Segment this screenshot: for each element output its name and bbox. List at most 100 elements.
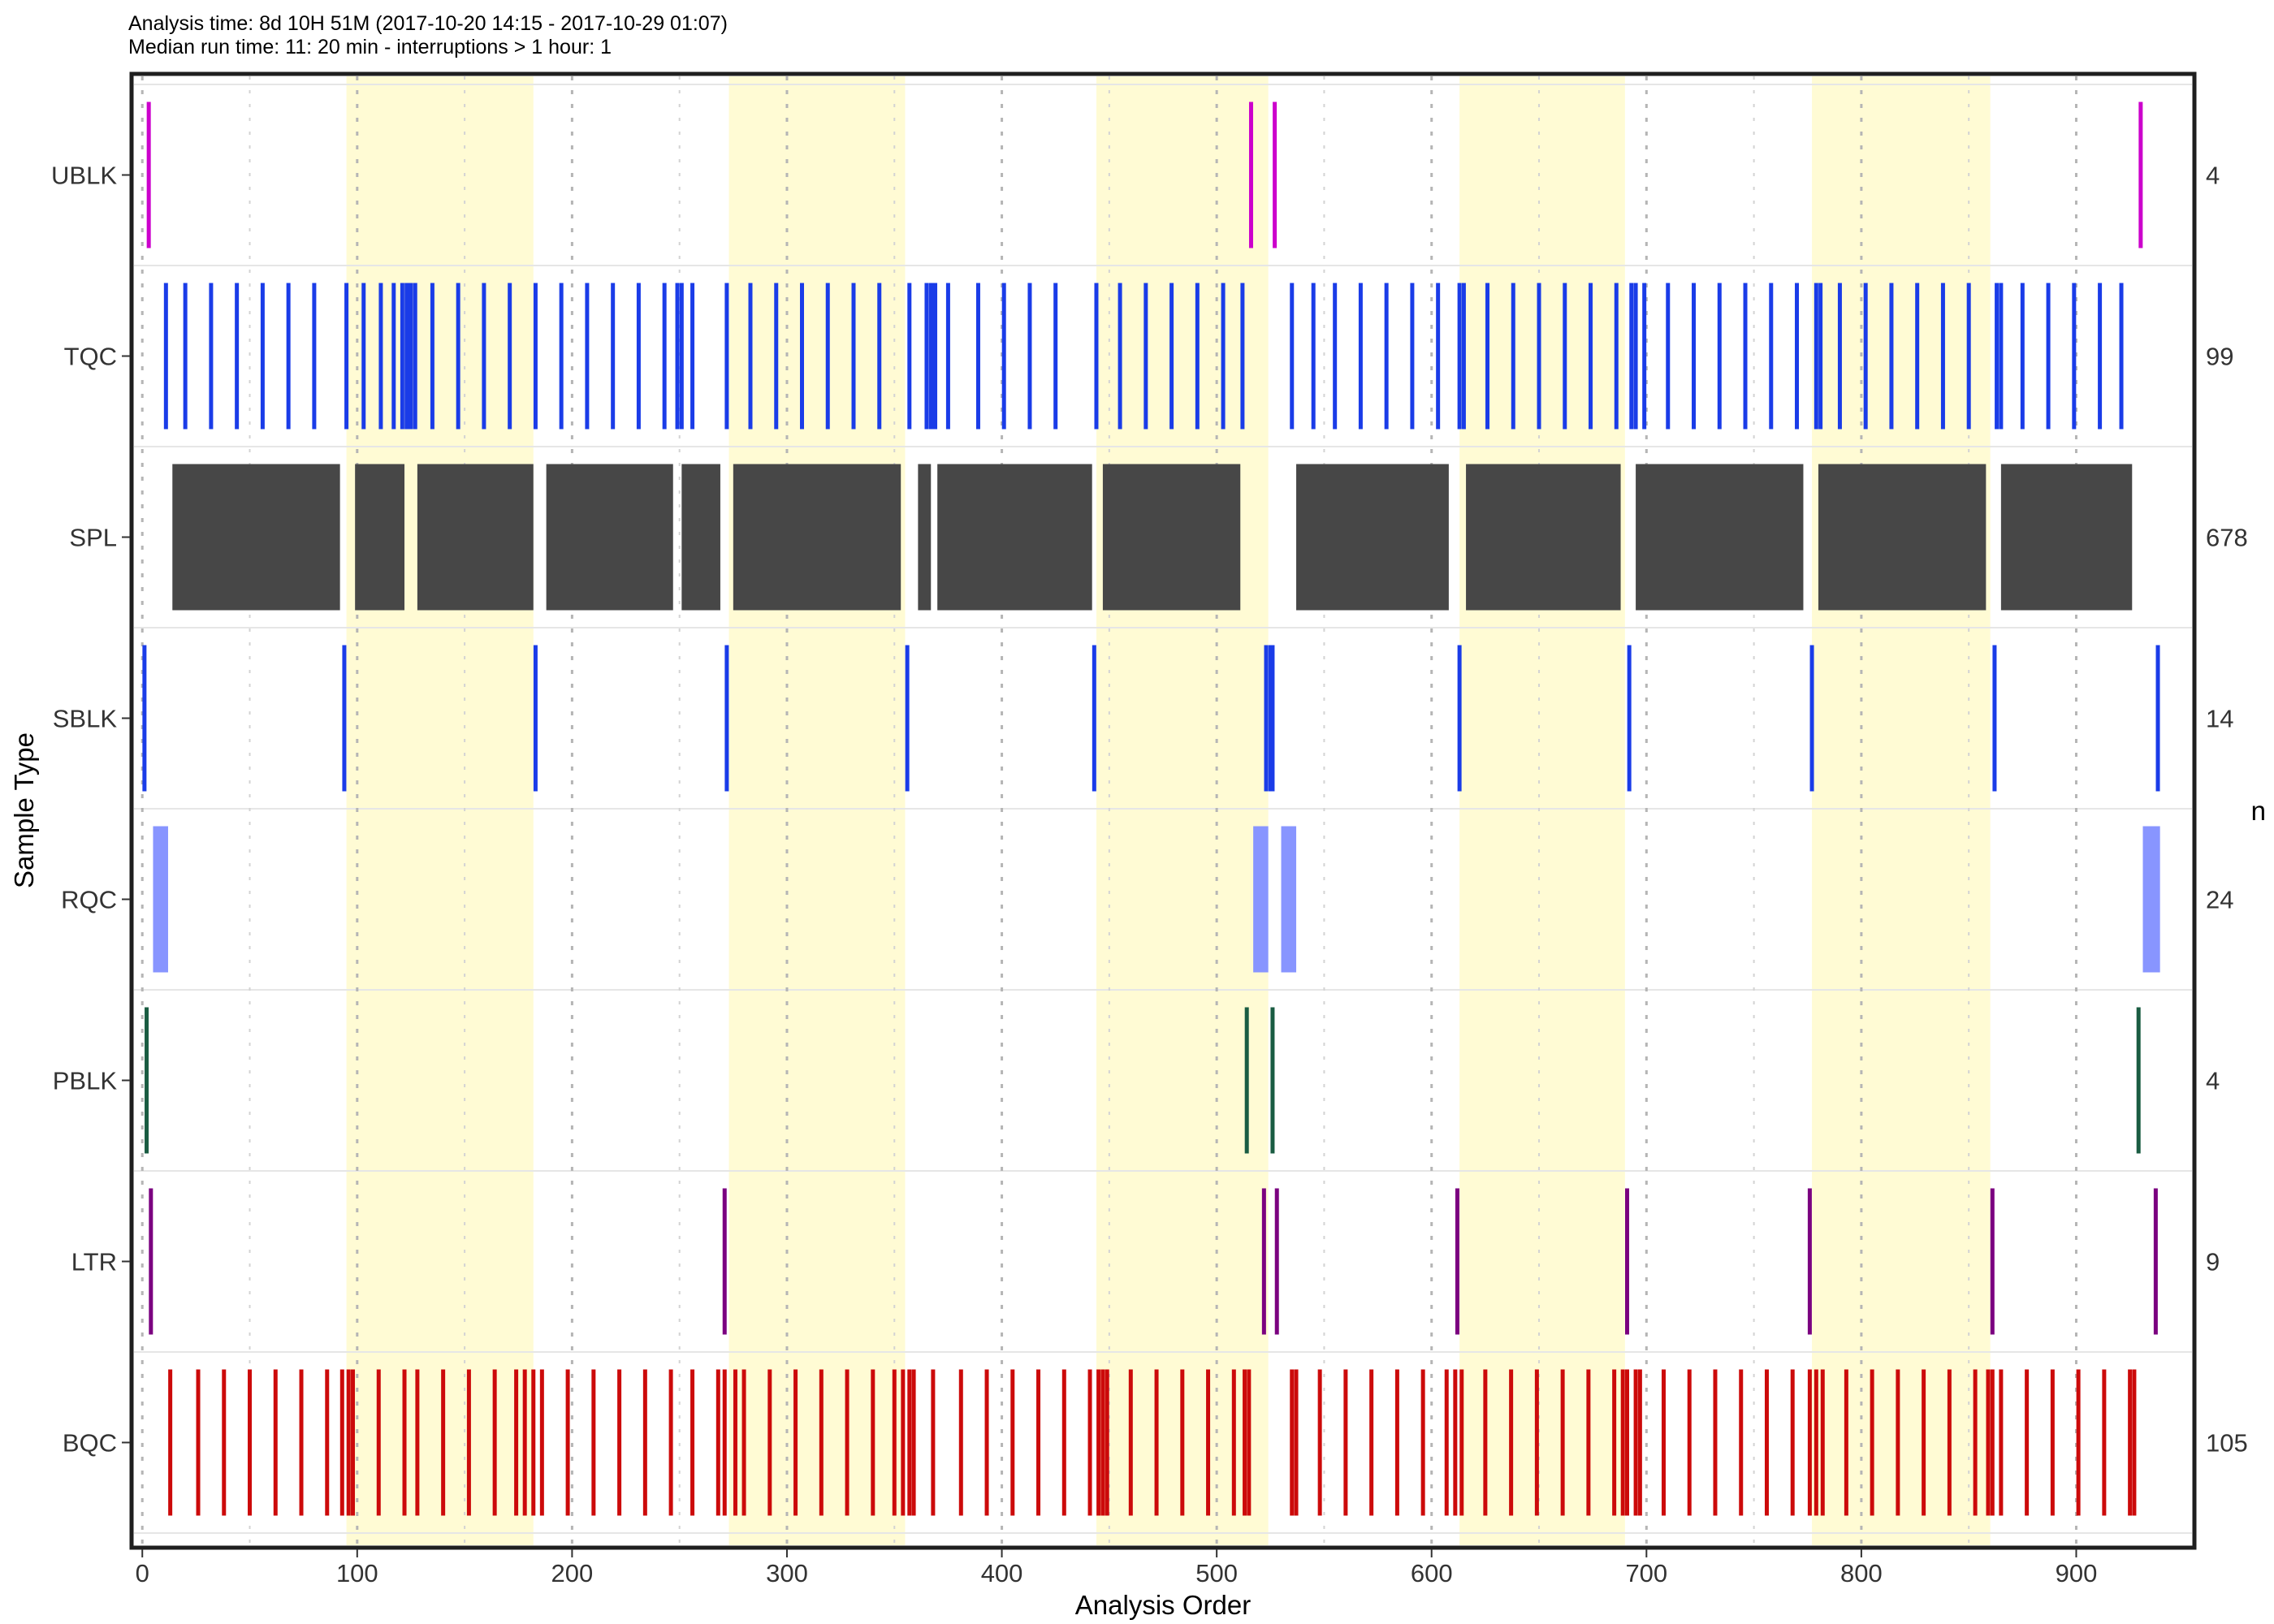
ltr-event-mark — [722, 1188, 727, 1335]
bqc-event-mark — [539, 1369, 544, 1516]
bqc-event-mark — [346, 1369, 351, 1516]
bqc-event-mark — [1096, 1369, 1101, 1516]
rqc-block-mark — [2142, 826, 2160, 973]
spl-block-mark — [937, 464, 1092, 611]
tqc-event-mark — [391, 283, 396, 430]
bqc-event-mark — [376, 1369, 381, 1516]
bqc-event-mark — [1625, 1369, 1629, 1516]
spl-block-mark — [918, 464, 932, 611]
sblk-event-mark — [1992, 645, 1997, 792]
rqc-block-mark — [153, 826, 168, 973]
count-label-ltr: 9 — [2206, 1248, 2220, 1276]
series-rqc — [153, 826, 2160, 973]
sblk-event-mark — [1092, 645, 1096, 792]
bqc-event-mark — [1247, 1369, 1252, 1516]
tqc-event-mark — [1053, 283, 1058, 430]
bqc-event-mark — [441, 1369, 446, 1516]
tqc-event-mark — [924, 283, 929, 430]
right-axis-title: n — [2251, 796, 2266, 826]
tqc-event-mark — [877, 283, 882, 430]
bqc-event-mark — [1637, 1369, 1642, 1516]
tqc-event-mark — [945, 283, 950, 430]
tqc-event-mark — [679, 283, 684, 430]
bqc-event-mark — [2050, 1369, 2055, 1516]
x-tick-label: 300 — [766, 1559, 808, 1587]
bqc-event-mark — [339, 1369, 344, 1516]
y-tick-label-tqc: TQC — [64, 343, 117, 371]
plot-panel-border — [129, 71, 2197, 1550]
bqc-event-mark — [1814, 1369, 1818, 1516]
tqc-event-mark — [748, 283, 753, 430]
tqc-event-mark — [1995, 283, 1999, 430]
tqc-event-mark — [690, 283, 695, 430]
tqc-event-mark — [1118, 283, 1122, 430]
tqc-event-mark — [1240, 283, 1245, 430]
bqc-event-mark — [793, 1369, 798, 1516]
bqc-event-mark — [1820, 1369, 1825, 1516]
bqc-event-mark — [907, 1369, 912, 1516]
tqc-event-mark — [662, 283, 667, 430]
bqc-event-mark — [1128, 1369, 1133, 1516]
tqc-event-mark — [163, 283, 168, 430]
ltr-event-mark — [149, 1188, 153, 1335]
tqc-event-mark — [409, 283, 413, 430]
bqc-event-mark — [1560, 1369, 1565, 1516]
tqc-event-mark — [1717, 283, 1722, 430]
bqc-event-mark — [617, 1369, 622, 1516]
tqc-event-mark — [1457, 283, 1462, 430]
bqc-event-mark — [1317, 1369, 1322, 1516]
bqc-event-mark — [1586, 1369, 1591, 1516]
bqc-event-mark — [1369, 1369, 1374, 1516]
tqc-event-mark — [1195, 283, 1200, 430]
series-spl — [172, 464, 2133, 611]
bqc-event-mark — [1036, 1369, 1041, 1516]
x-tick-label: 100 — [336, 1559, 378, 1587]
bqc-event-mark — [722, 1369, 727, 1516]
sblk-event-mark — [1264, 645, 1269, 792]
x-axis-title: Analysis Order — [1075, 1590, 1251, 1620]
tqc-event-mark — [183, 283, 188, 430]
bqc-event-mark — [531, 1369, 536, 1516]
tqc-event-mark — [533, 283, 538, 430]
bqc-event-mark — [466, 1369, 471, 1516]
y-axis-title: Sample Type — [9, 732, 39, 888]
tqc-event-mark — [2046, 283, 2051, 430]
tqc-event-mark — [800, 283, 804, 430]
ublk-event-mark — [1273, 102, 1278, 248]
bqc-event-mark — [892, 1369, 897, 1516]
count-label-spl: 678 — [2206, 524, 2248, 552]
y-tick-label-rqc: RQC — [61, 886, 117, 914]
tqc-event-mark — [1169, 283, 1174, 430]
bqc-event-mark — [1807, 1369, 1812, 1516]
sblk-event-mark — [1809, 645, 1814, 792]
bqc-event-mark — [1713, 1369, 1718, 1516]
ltr-event-mark — [1990, 1188, 1995, 1335]
tqc-event-mark — [774, 283, 779, 430]
ublk-event-mark — [146, 102, 151, 248]
ltr-event-mark — [1261, 1188, 1266, 1335]
ublk-event-mark — [2138, 102, 2143, 248]
sblk-event-mark — [1627, 645, 1632, 792]
tqc-event-mark — [430, 283, 434, 430]
tqc-event-mark — [2020, 283, 2025, 430]
sblk-event-mark — [142, 645, 147, 792]
x-tick-label: 500 — [1195, 1559, 1238, 1587]
bqc-event-mark — [196, 1369, 201, 1516]
bqc-event-mark — [1922, 1369, 1926, 1516]
y-tick-label-ublk: UBLK — [51, 162, 117, 190]
tqc-event-mark — [235, 283, 240, 430]
tqc-event-mark — [1384, 283, 1389, 430]
bqc-event-mark — [273, 1369, 278, 1516]
tqc-event-mark — [1436, 283, 1441, 430]
tqc-event-mark — [1863, 283, 1868, 430]
y-tick-label-pblk: PBLK — [53, 1067, 118, 1095]
tqc-event-mark — [482, 283, 486, 430]
tqc-event-mark — [406, 283, 411, 430]
spl-block-mark — [172, 464, 340, 611]
bqc-event-mark — [1790, 1369, 1795, 1516]
bqc-event-mark — [715, 1369, 720, 1516]
sblk-event-mark — [533, 645, 538, 792]
tqc-event-mark — [675, 283, 680, 430]
bqc-event-mark — [1739, 1369, 1744, 1516]
bqc-event-mark — [984, 1369, 989, 1516]
